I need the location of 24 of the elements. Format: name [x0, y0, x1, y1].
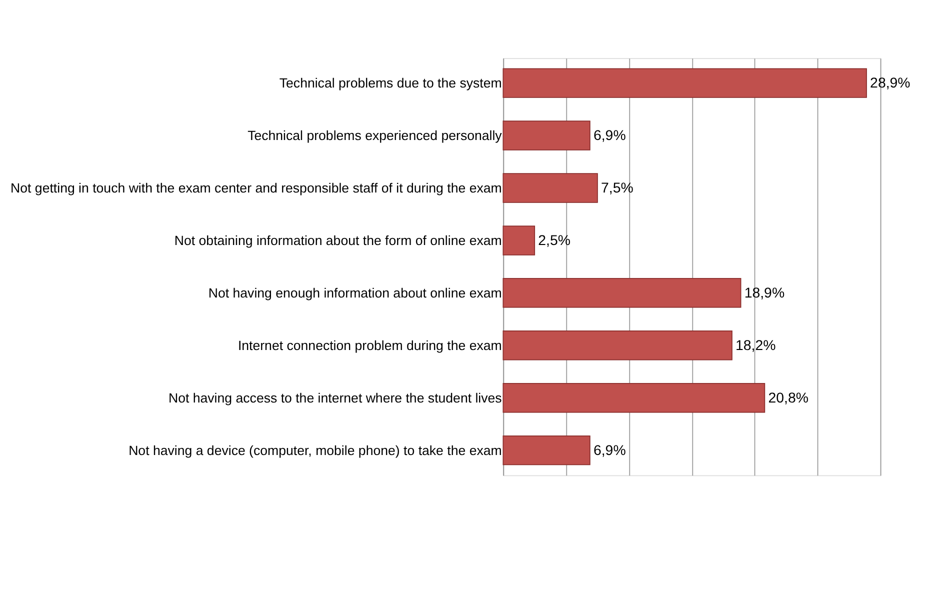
bar [502, 173, 598, 203]
y-tick-label: Technical problems due to the system [279, 76, 502, 90]
y-tick-label: Not having a device (computer, mobile phone) to take the exam [128, 442, 502, 458]
bar [502, 382, 766, 413]
data-label: 2,5% [538, 232, 571, 249]
bar [502, 435, 590, 466]
data-label: 7,5% [601, 180, 634, 196]
data-label: 18,9% [744, 285, 785, 302]
y-tick-label: Technical problems experienced personally [248, 128, 502, 143]
data-label: 6,9% [593, 128, 626, 144]
bar [502, 120, 590, 150]
y-tick-label: Not obtaining information about the form of online exam [174, 232, 502, 248]
bar [502, 226, 536, 256]
bar [502, 278, 742, 308]
data-label: 28,9% [870, 76, 911, 92]
bar [502, 68, 867, 98]
y-tick-label: Not getting in touch with the exam center and responsible staff of it during the exam [10, 180, 502, 196]
data-label: 20,8% [768, 390, 809, 406]
data-label: 6,9% [593, 442, 626, 459]
bar [502, 330, 732, 360]
y-tick-label: Not having access to the internet where the student lives [168, 390, 502, 406]
data-label: 18,2% [736, 338, 776, 354]
y-tick-label: Internet connection problem during the exam [238, 338, 502, 353]
y-tick-label: Not having enough information about online exam [208, 285, 502, 300]
